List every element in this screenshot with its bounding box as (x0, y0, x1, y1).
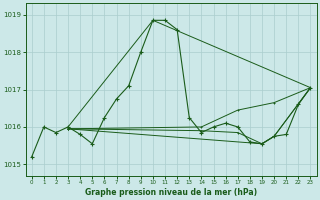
X-axis label: Graphe pression niveau de la mer (hPa): Graphe pression niveau de la mer (hPa) (85, 188, 257, 197)
